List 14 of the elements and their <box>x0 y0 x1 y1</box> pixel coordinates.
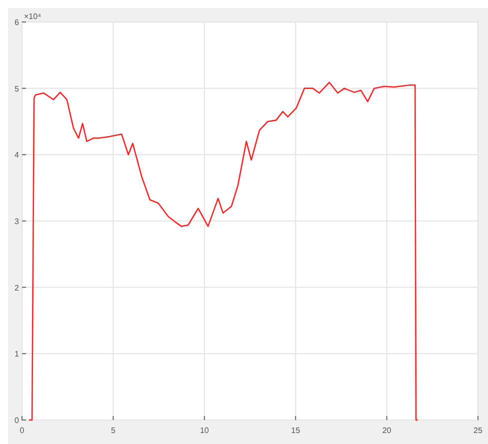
y-tick-label: 6 <box>14 18 20 27</box>
text: ×10⁴ <box>24 12 42 21</box>
x-tick-label: 25 <box>474 426 483 435</box>
y-tick-label: 3 <box>14 217 20 226</box>
x-tick-label: 15 <box>291 426 301 435</box>
y-tick-label: 0 <box>14 416 20 425</box>
x-tick-label: 10 <box>200 426 210 435</box>
line-series <box>28 82 418 421</box>
y-tick-label: 4 <box>14 150 20 160</box>
x-tick-label: 20 <box>382 426 392 435</box>
y-tick-label: 5 <box>14 84 20 94</box>
y-tick-label: 2 <box>14 283 20 292</box>
x-tick-label: 5 <box>110 426 116 435</box>
y-tick-label: 1 <box>14 350 20 359</box>
